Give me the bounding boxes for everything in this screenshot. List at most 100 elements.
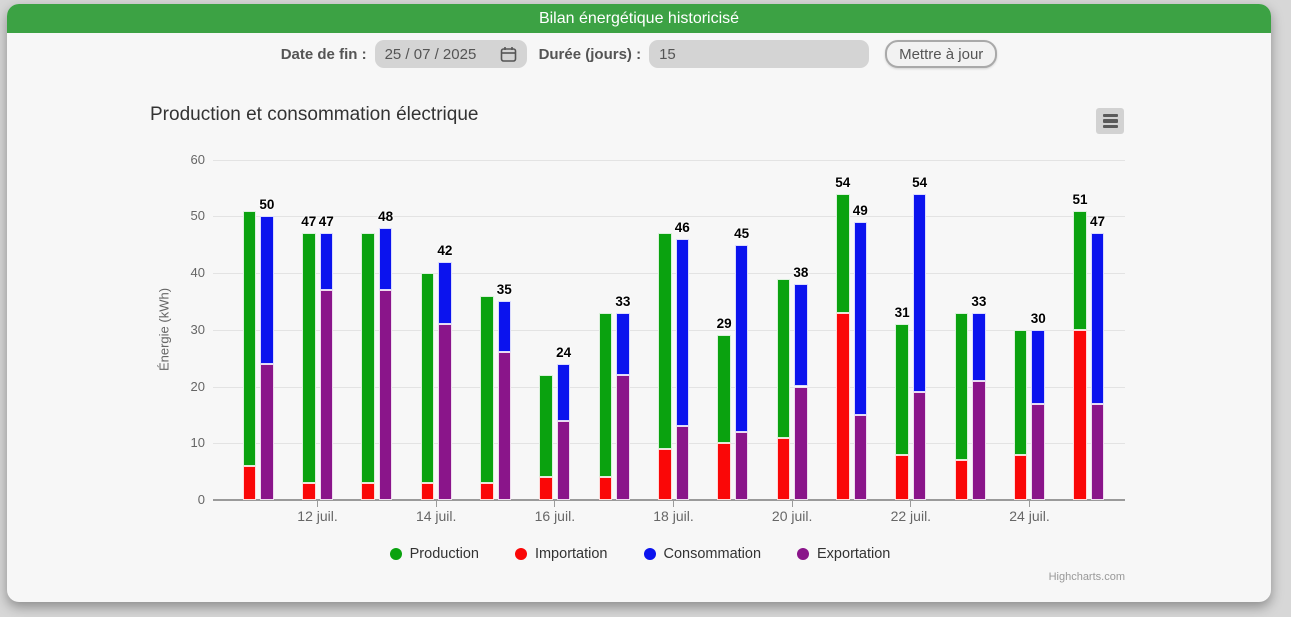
stack-total-label: 47 xyxy=(301,214,317,230)
bar-exportation[interactable] xyxy=(556,420,571,500)
bar-consommation[interactable] xyxy=(853,221,867,415)
app-header: Bilan énergétique historicisé xyxy=(7,4,1271,33)
bar-importation[interactable] xyxy=(302,482,316,500)
bar-consommation[interactable] xyxy=(319,233,334,291)
x-axis-tick xyxy=(317,501,319,507)
legend-item-importation[interactable]: Importation xyxy=(514,546,608,562)
bar-consommation[interactable] xyxy=(734,244,749,432)
bar-consommation[interactable] xyxy=(794,284,808,387)
bar-consommation[interactable] xyxy=(1031,329,1045,404)
bar-consommation[interactable] xyxy=(616,312,630,376)
bar-importation[interactable] xyxy=(658,448,672,500)
stack-total-label: 42 xyxy=(437,242,453,258)
bar-production[interactable] xyxy=(1013,329,1028,455)
stack-total-label: 29 xyxy=(716,316,732,332)
calendar-icon[interactable] xyxy=(500,46,517,63)
x-axis-tick xyxy=(1028,501,1030,507)
duration-value: 15 xyxy=(659,45,676,63)
bar-importation[interactable] xyxy=(1013,454,1028,500)
bar-importation[interactable] xyxy=(836,312,850,500)
bar-exportation[interactable] xyxy=(1090,403,1105,500)
date-end-label: Date de fin : xyxy=(280,45,367,63)
bar-exportation[interactable] xyxy=(260,363,274,500)
bar-production[interactable] xyxy=(302,233,316,483)
stack-total-label: 30 xyxy=(1030,310,1046,326)
bar-consommation[interactable] xyxy=(378,227,393,291)
stack-total-label: 38 xyxy=(793,265,809,281)
gridline xyxy=(213,159,1125,161)
bar-consommation[interactable] xyxy=(1090,233,1105,404)
bar-exportation[interactable] xyxy=(675,426,689,500)
bar-production[interactable] xyxy=(420,273,435,483)
bar-exportation[interactable] xyxy=(319,290,334,500)
y-axis-tick-label: 30 xyxy=(190,321,205,337)
bar-importation[interactable] xyxy=(776,437,791,500)
stack-total-label: 49 xyxy=(852,202,868,218)
bar-production[interactable] xyxy=(717,335,731,444)
bar-exportation[interactable] xyxy=(734,431,749,500)
stack-total-label: 33 xyxy=(615,293,631,309)
bar-importation[interactable] xyxy=(717,443,731,500)
x-axis-line xyxy=(213,499,1125,501)
bar-exportation[interactable] xyxy=(794,386,808,500)
bar-consommation[interactable] xyxy=(497,301,512,353)
credits-link[interactable]: Highcharts.com xyxy=(1048,571,1125,583)
bar-production[interactable] xyxy=(954,312,969,461)
bar-production[interactable] xyxy=(895,324,909,455)
bar-consommation[interactable] xyxy=(438,261,452,325)
bar-production[interactable] xyxy=(658,233,672,449)
bar-exportation[interactable] xyxy=(378,290,393,500)
bar-exportation[interactable] xyxy=(853,414,867,500)
bar-consommation[interactable] xyxy=(556,363,571,421)
bar-importation[interactable] xyxy=(361,482,375,500)
bar-exportation[interactable] xyxy=(438,324,452,500)
bar-importation[interactable] xyxy=(242,465,257,500)
duration-input[interactable]: 15 xyxy=(649,40,870,68)
bar-consommation[interactable] xyxy=(972,312,986,381)
x-axis-tick xyxy=(910,501,912,507)
legend-item-consommation[interactable]: Consommation xyxy=(643,546,761,562)
bar-importation[interactable] xyxy=(1073,329,1087,500)
stack-total-label: 24 xyxy=(556,344,572,360)
bar-consommation[interactable] xyxy=(260,216,274,364)
legend-item-production[interactable]: Production xyxy=(389,546,479,562)
update-button[interactable]: Mettre à jour xyxy=(885,40,998,68)
date-end-input[interactable]: 25 / 07 / 2025 xyxy=(374,40,527,68)
chart-menu-button[interactable] xyxy=(1096,108,1124,134)
x-axis-tick-label: 16 juil. xyxy=(534,508,576,524)
bar-exportation[interactable] xyxy=(497,352,512,500)
stack-total-label: 50 xyxy=(259,197,275,213)
bar-production[interactable] xyxy=(836,193,850,313)
bar-production[interactable] xyxy=(1073,210,1087,330)
app-card: Bilan énergétique historicisé Date de fi… xyxy=(7,4,1271,602)
bar-production[interactable] xyxy=(361,233,375,483)
bar-production[interactable] xyxy=(480,295,494,483)
bar-production[interactable] xyxy=(776,278,791,438)
y-axis-tick-label: 0 xyxy=(197,492,205,507)
gridline xyxy=(213,216,1125,218)
legend-label: Importation xyxy=(534,546,608,562)
bar-importation[interactable] xyxy=(539,477,553,500)
bar-importation[interactable] xyxy=(420,482,435,500)
bar-exportation[interactable] xyxy=(1031,403,1045,500)
stack-total-label: 54 xyxy=(835,174,851,190)
bar-importation[interactable] xyxy=(480,482,494,500)
bar-production[interactable] xyxy=(242,210,257,466)
legend-item-exportation[interactable]: Exportation xyxy=(797,546,890,562)
bar-exportation[interactable] xyxy=(972,380,986,500)
bar-production[interactable] xyxy=(539,375,553,478)
y-axis-tick-label: 40 xyxy=(190,265,205,280)
bar-importation[interactable] xyxy=(954,460,969,500)
bar-production[interactable] xyxy=(598,312,613,478)
bar-importation[interactable] xyxy=(598,477,613,500)
chart-title: Production et consommation électrique xyxy=(150,104,479,125)
x-axis-tick-label: 22 juil. xyxy=(890,508,932,524)
bar-importation[interactable] xyxy=(895,454,909,500)
bar-exportation[interactable] xyxy=(912,392,927,500)
legend-dot-icon xyxy=(797,548,810,560)
y-axis-tick-label: 10 xyxy=(190,435,205,451)
bar-consommation[interactable] xyxy=(912,193,927,393)
bar-consommation[interactable] xyxy=(675,238,689,427)
bar-exportation[interactable] xyxy=(616,375,630,500)
stack-total-label: 47 xyxy=(1090,214,1106,230)
